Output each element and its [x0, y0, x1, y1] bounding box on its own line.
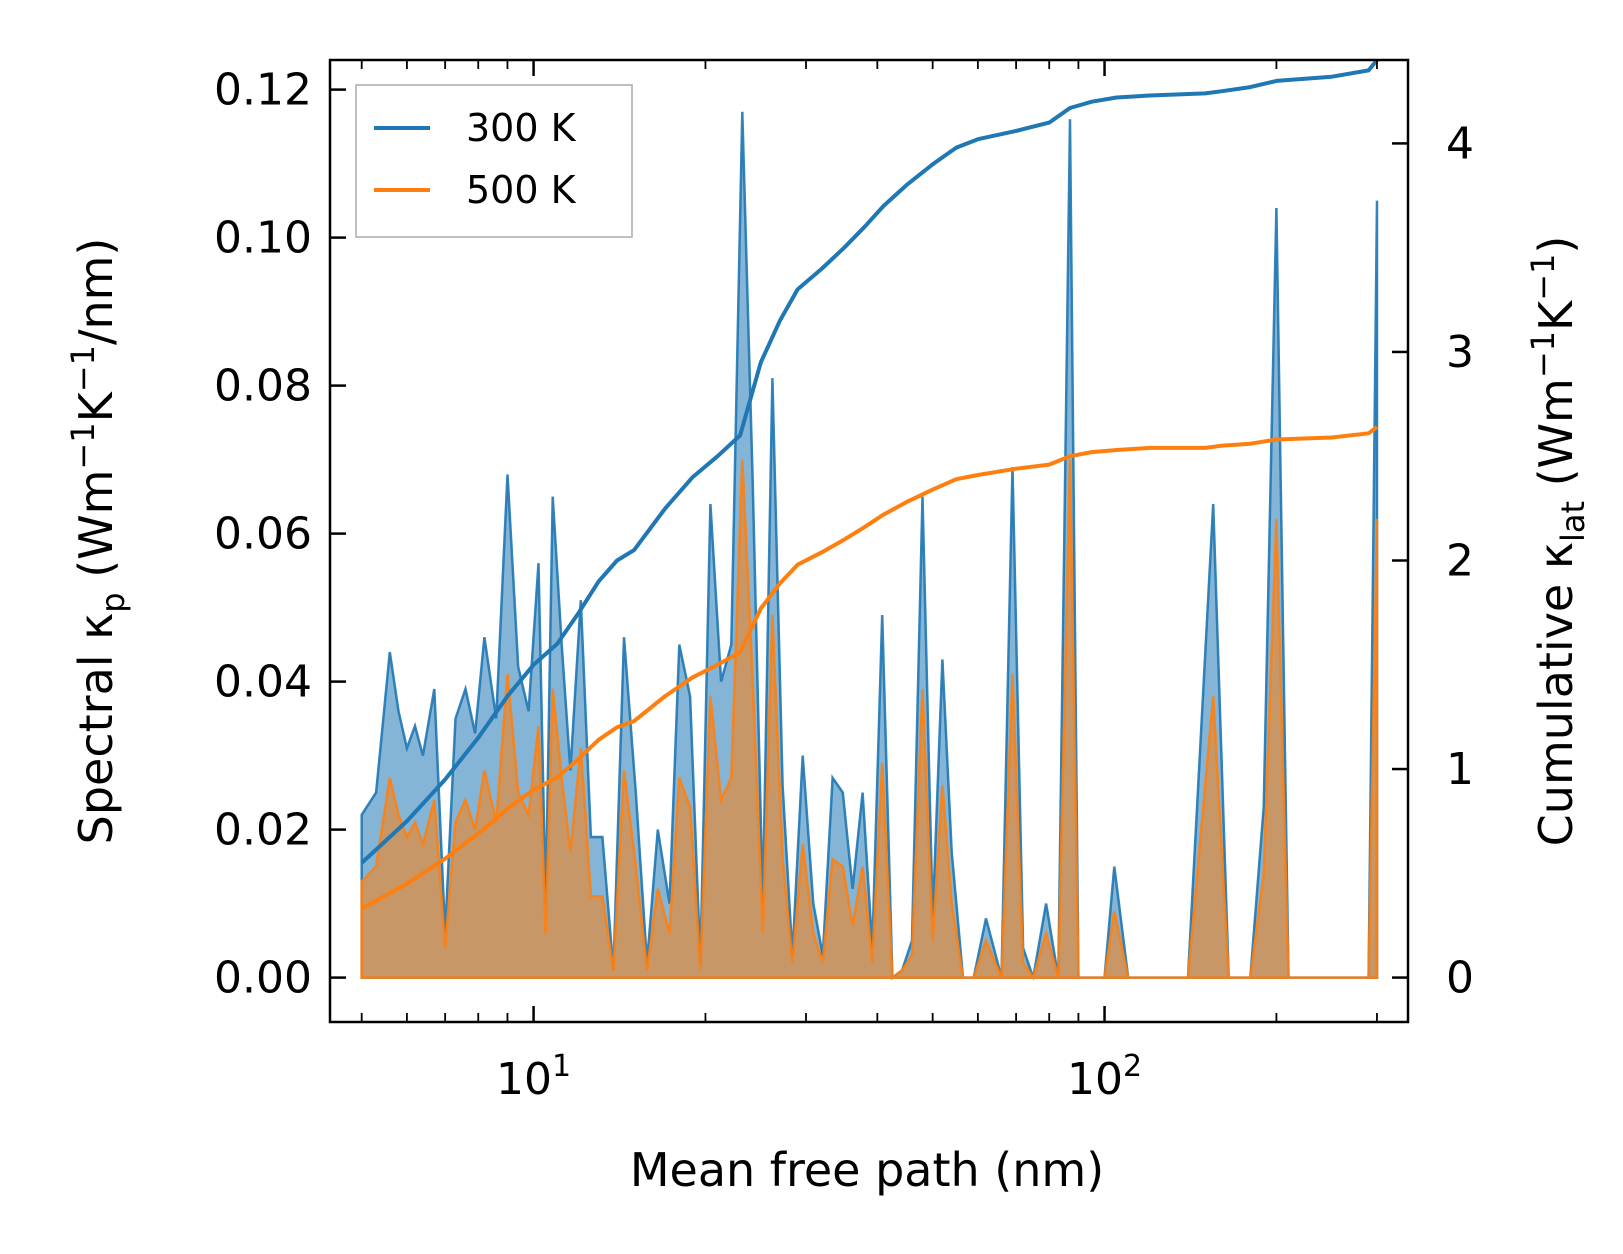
spectral-fill-layer: [360, 111, 1379, 981]
x-tick-label: 101: [496, 1049, 571, 1105]
y-left-tick-label: 0.08: [214, 361, 312, 412]
y-axis-right-label: Cumulative κlat (Wm−1K−1): [1524, 236, 1592, 847]
cumulative-line-layer: [360, 60, 1379, 911]
x-axis-label: Mean free path (nm): [630, 1143, 1104, 1197]
y-left-tick-label: 0.04: [214, 657, 312, 708]
y-left-tick-label: 0.02: [214, 805, 312, 856]
y-left-tick-label: 0.00: [214, 953, 312, 1004]
spectral-area-500k: [360, 459, 1379, 981]
legend-label-300k: 300 K: [466, 106, 577, 150]
y-right-tick-label: 1: [1446, 744, 1474, 795]
y-axis-left-label: Spectral κp (Wm−1K−1/nm): [64, 238, 132, 845]
y-left-tick-label: 0.06: [214, 509, 312, 560]
plot-frame: [328, 58, 1410, 1024]
y-left-tick-label: 0.10: [214, 213, 312, 264]
y-right-tick-label: 4: [1446, 118, 1474, 169]
y-right-tick-label: 3: [1446, 327, 1474, 378]
y-right-tick-label: 0: [1446, 953, 1474, 1004]
x-tick-label: 102: [1067, 1049, 1142, 1105]
cumulative-line-500k: [360, 425, 1379, 911]
y-left-tick-label: 0.12: [214, 65, 312, 116]
legend-label-500k: 500 K: [466, 168, 577, 212]
legend-box: [355, 84, 633, 238]
legend: 300 K 500 K: [355, 84, 633, 238]
axis-ticks-layer: 0.00 0.02 0.04 0.06 0.08 0.10 0.12 0 1 2 3 4 101 102: [214, 60, 1474, 1105]
cumulative-line-300k: [360, 60, 1379, 865]
y-right-tick-label: 2: [1446, 535, 1474, 586]
